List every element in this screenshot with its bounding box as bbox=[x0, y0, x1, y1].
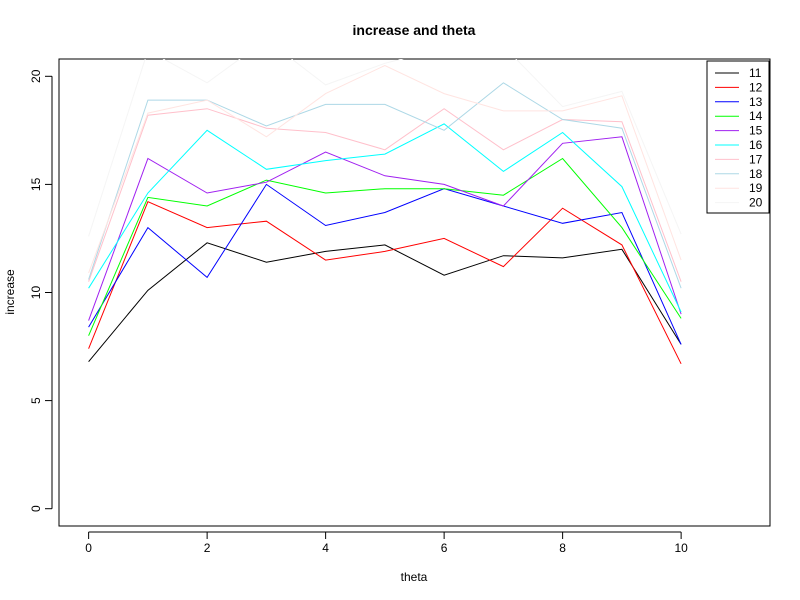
series-line-18 bbox=[88, 82, 682, 289]
y-tick-label: 0 bbox=[29, 505, 43, 512]
y-tick-label: 15 bbox=[29, 177, 43, 191]
legend-label-17: 17 bbox=[749, 152, 763, 166]
series-line-12 bbox=[88, 201, 682, 365]
x-axis-label: theta bbox=[401, 570, 428, 584]
legend-label-14: 14 bbox=[749, 109, 763, 123]
legend-label-13: 13 bbox=[749, 95, 763, 109]
x-axis: 0 2 4 6 8 10 bbox=[85, 531, 688, 555]
plot-frame bbox=[58, 58, 771, 527]
series-line-11 bbox=[88, 242, 682, 363]
legend-label-19: 19 bbox=[749, 181, 763, 195]
chart-title: increase and theta bbox=[353, 22, 476, 38]
legend-label-16: 16 bbox=[749, 138, 763, 152]
series-line-20 bbox=[88, 59, 682, 237]
y-axis-label: increase bbox=[3, 269, 17, 315]
series-line-14 bbox=[88, 157, 682, 336]
series-line-17 bbox=[88, 108, 682, 282]
y-tick-label: 10 bbox=[29, 286, 43, 300]
series-line-19 bbox=[88, 64, 682, 274]
x-tick-label: 8 bbox=[559, 541, 566, 555]
x-tick-label: 10 bbox=[674, 541, 688, 555]
x-tick-label: 2 bbox=[204, 541, 211, 555]
series-lines bbox=[88, 59, 682, 365]
x-tick-label: 0 bbox=[85, 541, 92, 555]
legend-label-12: 12 bbox=[749, 80, 763, 94]
legend-label-20: 20 bbox=[749, 196, 763, 210]
series-line-15 bbox=[88, 136, 682, 321]
y-tick-label: 20 bbox=[29, 69, 43, 83]
series-line-13 bbox=[88, 183, 682, 345]
legend-label-15: 15 bbox=[749, 124, 763, 138]
legend-label-18: 18 bbox=[749, 167, 763, 181]
y-tick-label: 5 bbox=[29, 397, 43, 404]
y-axis: 0 5 10 15 20 bbox=[29, 69, 53, 512]
series-line-16 bbox=[88, 123, 682, 313]
x-tick-label: 6 bbox=[441, 541, 448, 555]
legend-label-11: 11 bbox=[749, 66, 762, 80]
x-tick-label: 4 bbox=[322, 541, 329, 555]
legend-box bbox=[706, 60, 770, 214]
